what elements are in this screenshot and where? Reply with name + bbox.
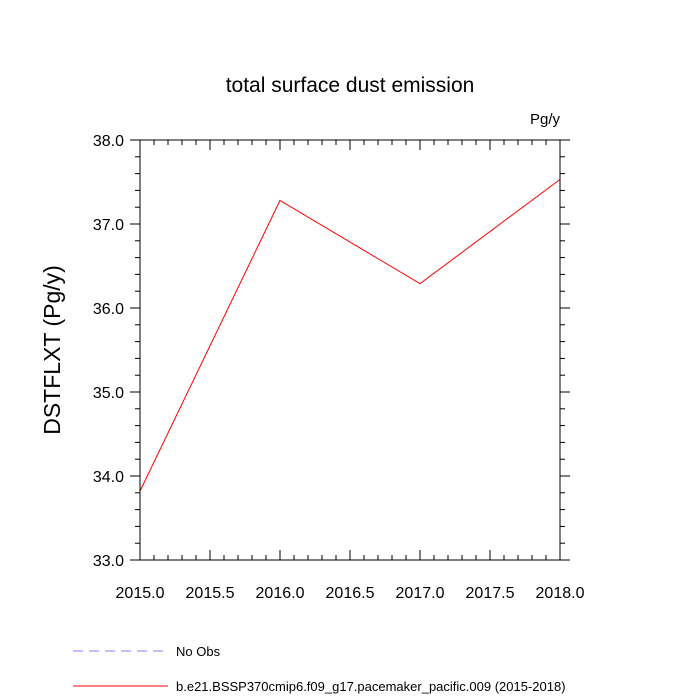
- x-tick-label: 2016.5: [326, 585, 375, 602]
- legend-label: b.e21.BSSP370cmip6.f09_g17.pacemaker_pac…: [176, 679, 566, 694]
- legend-label: No Obs: [176, 644, 221, 659]
- series-line: [139, 179, 561, 492]
- y-tick-label: 38.0: [93, 133, 124, 150]
- x-tick-label: 2017.0: [396, 585, 445, 602]
- x-tick-label: 2017.5: [466, 585, 515, 602]
- y-tick-label: 37.0: [93, 217, 124, 234]
- x-tick-label: 2015.5: [186, 585, 235, 602]
- y-tick-label: 36.0: [93, 301, 124, 318]
- legend: No Obs b.e21.BSSP370cmip6.f09_g17.pacemak…: [73, 644, 566, 694]
- y-tick-label: 33.0: [93, 553, 124, 570]
- x-tick-label: 2018.0: [536, 585, 585, 602]
- axis-ticks: 2015.0 2015.5 2016.0 2016.5 2017.0 2017.5 2018…: [93, 133, 585, 602]
- data-series: [139, 179, 561, 492]
- y-axis-title: DSTFLXT (Pg/y): [39, 265, 65, 435]
- x-tick-label: 2015.0: [116, 585, 165, 602]
- x-tick-label: 2016.0: [256, 585, 305, 602]
- chart-title: total surface dust emission: [226, 74, 475, 97]
- y-tick-label: 35.0: [93, 385, 124, 402]
- plot-frame: [139, 139, 561, 561]
- y-tick-label: 34.0: [93, 469, 124, 486]
- units-label: Pg/y: [530, 111, 561, 128]
